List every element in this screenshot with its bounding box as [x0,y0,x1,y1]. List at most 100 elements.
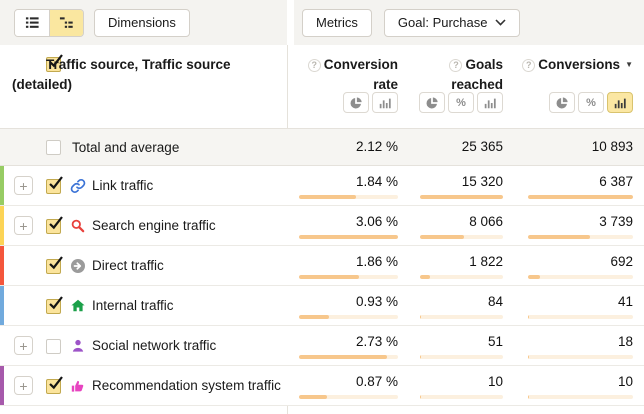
value-bar [299,235,398,239]
row-checkbox[interactable] [46,296,63,314]
tree-view-button[interactable] [49,9,83,36]
row-label[interactable]: Internal traffic [92,298,174,313]
value-bar [420,315,503,319]
search-icon [71,219,85,233]
check-icon [49,216,63,230]
expand-button[interactable]: + [14,336,33,355]
value-bar [299,195,398,199]
column-label: Conversions [538,57,621,72]
row-checkbox[interactable] [46,140,61,155]
list-view-button[interactable] [15,9,49,36]
pie-chart-icon[interactable] [419,92,445,113]
value-bar [420,195,503,199]
row-checkbox[interactable] [46,256,63,274]
dimensions-button-label: Dimensions [108,15,176,30]
check-icon [49,376,63,390]
value-bar [528,315,633,319]
total-conversion-rate: 2.12 % [355,139,398,154]
value-bar [528,235,633,239]
conversion-rate-value: 0.87 % [355,374,398,389]
toolbar: Dimensions Metrics Goal: Purchase [0,0,644,45]
goals-reached-view-toggles: % [419,92,503,113]
value-bar [420,275,503,279]
row-label[interactable]: Social network traffic [92,338,217,353]
table-row-total: Total and average 2.12 % 25 365 10 893 [0,128,644,166]
row-color-strip [0,366,4,405]
conversions-value: 6 387 [599,174,633,189]
conversions-view-toggles: % [549,92,633,113]
goals-reached-value: 84 [487,294,503,309]
bar-chart-icon[interactable] [477,92,503,113]
column-header-conversions[interactable]: ? Conversions ▼ [522,55,633,75]
chevron-down-icon [494,19,506,26]
column-header-conversion-rate[interactable]: ? Conversion rate [302,55,398,95]
row-label[interactable]: Direct traffic [92,258,164,273]
row-color-strip [0,326,4,365]
check-icon [49,296,63,310]
column-label: Conversion rate [323,57,398,92]
row-checkbox[interactable] [46,176,63,194]
dimensions-button[interactable]: Dimensions [94,8,190,37]
conversion-rate-value: 0.93 % [355,294,398,309]
bar-chart-icon[interactable] [607,92,633,113]
row-label[interactable]: Recommendation system traffic [92,378,281,393]
goals-reached-value: 51 [487,334,503,349]
row-checkbox[interactable] [46,216,63,234]
bar-chart-icon[interactable] [372,92,398,113]
table-row-social-network-traffic: + Social network traffic 2.73 % 51 18 [0,326,644,366]
person-icon [72,339,84,352]
metrics-button[interactable]: Metrics [302,8,372,37]
row-label[interactable]: Search engine traffic [92,218,216,233]
column-header-goals-reached[interactable]: ? Goals reached [407,55,503,95]
row-color-strip [0,286,4,325]
help-icon[interactable]: ? [449,59,463,72]
conversions-value: 41 [617,294,633,309]
table-row-link-traffic: + Link traffic 1.84 % 15 320 6 387 [0,166,644,206]
conversions-value: 3 739 [599,214,633,229]
view-toggle [14,8,84,37]
value-bar [299,315,398,319]
conversions-value: 692 [610,254,633,269]
goal-dropdown-label: Goal: Purchase [397,15,488,30]
conversion-rate-value: 1.86 % [355,254,398,269]
percent-icon[interactable]: % [448,92,474,113]
row-color-strip [0,246,4,285]
value-bar [528,355,633,359]
value-bar [299,395,398,399]
home-icon [71,299,85,312]
row-color-strip [0,166,4,205]
metrics-button-label: Metrics [316,15,358,30]
value-bar [528,395,633,399]
table-header: Traffic source, Traffic source (detailed… [0,45,644,128]
check-icon [49,176,63,190]
goals-reached-value: 15 320 [461,174,503,189]
direct-arrow-icon [71,259,85,273]
value-bar [528,275,633,279]
help-icon[interactable]: ? [307,59,321,72]
conversions-value: 10 [617,374,633,389]
help-icon[interactable]: ? [522,59,536,72]
link-icon [70,179,86,193]
value-bar [299,275,398,279]
table-row-recommendation-system-traffic: + Recommendation system traffic 0.87 % 1… [0,366,644,406]
pie-chart-icon[interactable] [343,92,369,113]
value-bar [420,235,503,239]
expand-button[interactable]: + [14,376,33,395]
dimension-title: Traffic source, Traffic source (detailed… [12,57,231,92]
row-color-strip [0,206,4,245]
row-label[interactable]: Link traffic [92,178,154,193]
value-bar [528,195,633,199]
expand-button[interactable]: + [14,176,33,195]
row-checkbox[interactable] [46,376,63,394]
tree-icon [59,17,73,28]
conversion-rate-value: 2.73 % [355,334,398,349]
pie-chart-icon[interactable] [549,92,575,113]
conversion-rate-value: 1.84 % [355,174,398,189]
percent-icon[interactable]: % [578,92,604,113]
row-checkbox[interactable] [46,339,61,354]
expand-button[interactable]: + [14,216,33,235]
total-conversions: 10 893 [591,139,633,154]
goal-dropdown[interactable]: Goal: Purchase [383,8,520,37]
dimension-checkbox[interactable] [46,54,63,72]
